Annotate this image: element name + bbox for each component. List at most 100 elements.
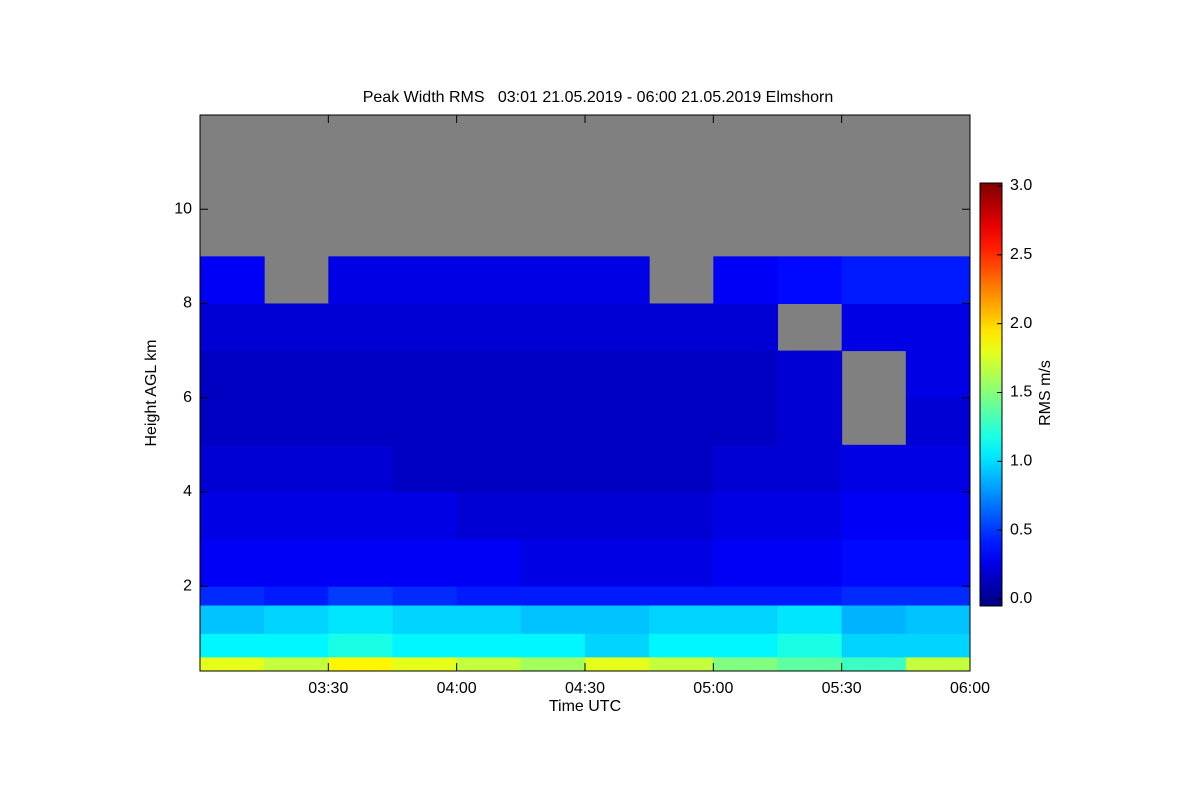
- colorbar-tick-label: 0.0: [1010, 590, 1032, 607]
- heat-cell: [456, 539, 522, 587]
- heat-cell: [392, 656, 458, 672]
- heat-cell: [200, 656, 265, 672]
- heat-cell: [905, 303, 971, 352]
- colorbar-tick-label: 0.5: [1010, 521, 1032, 538]
- heat-cell: [328, 656, 393, 672]
- heat-cell: [841, 491, 907, 540]
- heat-cell: [520, 633, 586, 658]
- x-tick-label: 04:30: [565, 680, 605, 697]
- x-tick-label: 03:30: [308, 680, 348, 697]
- heat-cell: [392, 303, 458, 352]
- heat-cell: [392, 491, 458, 540]
- heat-cell: [328, 350, 393, 399]
- heat-cell: [392, 586, 458, 606]
- heat-cell: [649, 539, 714, 587]
- heat-cell: [520, 256, 586, 304]
- heat-cell: [392, 539, 458, 587]
- heat-cell: [392, 397, 458, 446]
- heat-cell: [649, 444, 714, 493]
- heat-cell: [649, 586, 714, 606]
- heat-cell: [520, 350, 586, 399]
- colorbar: [979, 182, 1003, 607]
- heat-cell: [713, 491, 778, 540]
- heat-cell: [585, 633, 650, 658]
- heat-cell: [520, 491, 586, 540]
- x-axis-label: Time UTC: [549, 698, 621, 715]
- heat-cell: [456, 444, 522, 493]
- heat-cell: [520, 539, 586, 587]
- heat-cell: [200, 303, 265, 352]
- heat-cell: [264, 491, 329, 540]
- heat-cell: [713, 350, 778, 399]
- heat-cell: [456, 397, 522, 446]
- heat-cell: [392, 444, 458, 493]
- heat-cell: [264, 633, 329, 658]
- heat-cell: [585, 605, 650, 634]
- heat-cell: [264, 586, 329, 606]
- heat-cell: [585, 586, 650, 606]
- heat-cell: [841, 633, 907, 658]
- heat-cell: [713, 303, 778, 352]
- heat-cell: [777, 586, 843, 606]
- heat-cell: [328, 605, 393, 634]
- heat-cell: [777, 656, 843, 672]
- heat-cell: [649, 633, 714, 658]
- heat-cell: [520, 586, 586, 606]
- heat-cell: [905, 539, 971, 587]
- colorbar-tick-label: 2.0: [1010, 315, 1032, 332]
- heat-cell: [777, 397, 843, 446]
- heat-cell: [713, 397, 778, 446]
- heat-cell: [264, 350, 329, 399]
- heat-cell: [200, 586, 265, 606]
- heat-cell: [200, 605, 265, 634]
- heat-cell: [585, 350, 650, 399]
- heat-cell: [585, 256, 650, 304]
- heat-cell: [456, 586, 522, 606]
- heat-cell: [264, 539, 329, 587]
- y-tick-label: 10: [174, 200, 192, 217]
- x-tick-label: 06:00: [950, 680, 990, 697]
- heat-cell: [905, 633, 971, 658]
- heat-cell: [777, 539, 843, 587]
- heat-cell: [713, 444, 778, 493]
- heat-cell: [649, 397, 714, 446]
- heat-cell: [456, 491, 522, 540]
- heat-cell: [713, 656, 778, 672]
- heat-cell: [392, 256, 458, 304]
- heat-cell: [905, 256, 971, 304]
- heat-cell: [328, 397, 393, 446]
- heat-cell: [649, 605, 714, 634]
- heat-cell: [200, 256, 265, 304]
- heat-cell: [328, 444, 393, 493]
- colorbar-label: RMS m/s: [1037, 360, 1054, 426]
- heat-cell: [777, 350, 843, 399]
- heat-cell: [328, 491, 393, 540]
- heat-cell: [585, 444, 650, 493]
- heat-cell: [520, 303, 586, 352]
- y-tick-label: 2: [183, 577, 192, 594]
- colorbar-tick-label: 2.5: [1010, 246, 1032, 263]
- heat-cell: [392, 350, 458, 399]
- heat-cell: [777, 256, 843, 304]
- heat-cell: [649, 656, 714, 672]
- heat-cell: [585, 397, 650, 446]
- heat-cell: [777, 444, 843, 493]
- heat-cell: [328, 303, 393, 352]
- heat-cell: [841, 656, 907, 672]
- heat-cell: [456, 350, 522, 399]
- heat-cell: [585, 303, 650, 352]
- heat-cell: [264, 444, 329, 493]
- chart-title: Peak Width RMS 03:01 21.05.2019 - 06:00 …: [363, 89, 834, 106]
- heat-cell: [328, 586, 393, 606]
- heat-cell: [520, 656, 586, 672]
- heat-cell: [649, 303, 714, 352]
- heat-cell: [713, 539, 778, 587]
- heat-cell: [264, 397, 329, 446]
- heat-cell: [456, 605, 522, 634]
- heat-cell: [841, 605, 907, 634]
- heat-cell: [905, 397, 971, 446]
- heat-cell: [392, 605, 458, 634]
- y-tick-label: 8: [183, 295, 192, 312]
- heat-cell: [713, 605, 778, 634]
